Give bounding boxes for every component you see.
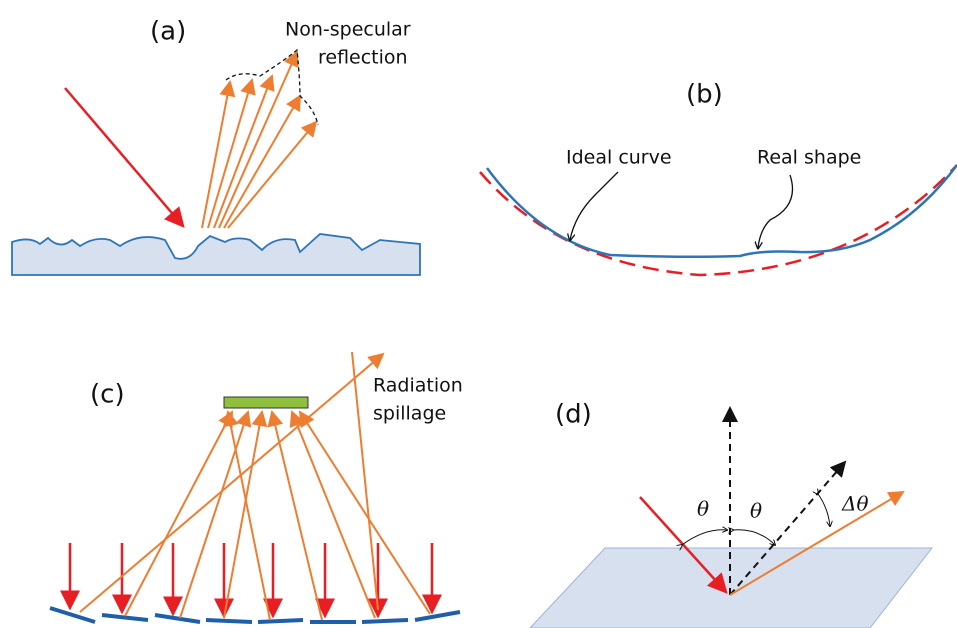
scatter-envelope: [226, 50, 318, 125]
angle-label: θ: [750, 499, 762, 523]
rough-surface: [12, 234, 420, 275]
reflected-rays: [202, 52, 316, 228]
real-shape: [487, 165, 957, 257]
angle-arc: [818, 494, 830, 526]
incident-ray: [65, 88, 183, 226]
angle-arc: [733, 530, 775, 545]
panel-label: (a): [150, 17, 186, 47]
receiver: [224, 397, 308, 408]
annotation: Ideal curve: [566, 147, 672, 169]
pointer: [758, 175, 793, 248]
panel-d: (d) θ θ Δθ: [530, 400, 932, 628]
panel-c: (c) Radiation spillage: [50, 352, 463, 622]
panel-b: (b) Ideal curve Real shape: [480, 80, 957, 276]
panel-label: (d): [555, 400, 592, 430]
mirrors: [50, 608, 460, 622]
panel-label: (c): [90, 380, 125, 410]
angle-arc: [682, 530, 727, 545]
annotation: spillage: [373, 403, 446, 425]
panel-label: (b): [686, 80, 723, 110]
panel-a: (a) Non-specular reflection: [12, 17, 420, 276]
pointer: [570, 172, 618, 240]
annotation: Radiation: [373, 375, 463, 397]
annotation: reflection: [318, 47, 408, 69]
diagram: (a) Non-specular reflection (b) Ideal cu…: [0, 0, 957, 628]
annotation: Real shape: [757, 147, 861, 169]
ideal-curve: [480, 165, 957, 275]
annotation: Non-specular: [285, 19, 411, 41]
angle-label: θ: [697, 497, 709, 521]
angle-label: Δθ: [841, 492, 868, 516]
